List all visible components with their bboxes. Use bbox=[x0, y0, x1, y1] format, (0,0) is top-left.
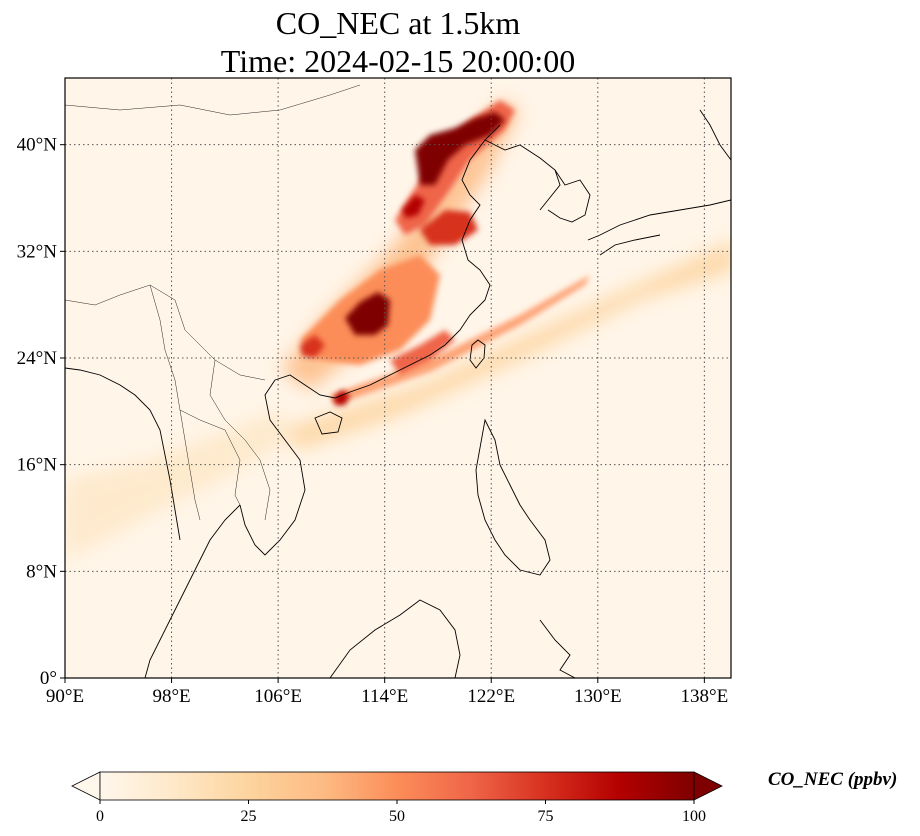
hotspot-sw bbox=[300, 335, 325, 358]
thai-border bbox=[179, 409, 241, 506]
lon-tick-label: 122°E bbox=[467, 686, 515, 707]
lon-tick-label: 98°E bbox=[152, 686, 190, 707]
bohai-coast bbox=[484, 139, 561, 211]
lon-axis: 90°E 98°E 106°E 114°E 122°E 130°E 138°E bbox=[46, 678, 728, 707]
concentration-field bbox=[65, 100, 731, 560]
south-coast-plume bbox=[390, 330, 455, 375]
china-east-coast bbox=[274, 124, 501, 399]
lat-tick-label: 0° bbox=[40, 668, 57, 689]
hotspot-north bbox=[415, 112, 505, 185]
map-frame bbox=[64, 77, 732, 679]
colorbar-tick-label: 100 bbox=[682, 808, 706, 825]
indochina-coast bbox=[144, 379, 306, 678]
borders bbox=[65, 84, 361, 521]
lat-tick-label: 8°N bbox=[26, 561, 57, 582]
lat-tick-label: 16°N bbox=[17, 455, 58, 476]
laos-vietnam-border bbox=[209, 359, 271, 521]
lat-tick-label: 24°N bbox=[17, 348, 58, 369]
gridlines bbox=[65, 78, 731, 678]
colorbar-low-extension bbox=[71, 771, 101, 801]
china-border bbox=[65, 284, 266, 381]
colorbar-tick-label: 50 bbox=[389, 808, 405, 825]
sulawesi-coast bbox=[539, 619, 576, 678]
korea-coast bbox=[547, 169, 591, 223]
colorbar: 0 25 50 75 100 bbox=[71, 771, 723, 825]
hotspot-central bbox=[345, 292, 390, 335]
mongolia-border bbox=[65, 84, 361, 116]
lat-axis: 0° 8°N 16°N 24°N 32°N 40°N bbox=[17, 135, 65, 689]
title-line-1: CO_NEC at 1.5km bbox=[275, 5, 521, 41]
borneo-coast bbox=[329, 599, 461, 678]
lon-tick-label: 138°E bbox=[681, 686, 729, 707]
philippines-coast bbox=[475, 418, 551, 576]
lon-tick-label: 106°E bbox=[254, 686, 302, 707]
hotspot-hebei bbox=[402, 195, 425, 218]
lon-tick-label: 114°E bbox=[361, 686, 408, 707]
colorbar-ticks: 0 25 50 75 100 bbox=[96, 800, 706, 825]
taiwan-coast bbox=[469, 339, 486, 369]
lon-tick-label: 130°E bbox=[574, 686, 622, 707]
lat-tick-label: 32°N bbox=[17, 241, 58, 262]
colorbar-body bbox=[99, 771, 695, 801]
colorbar-tick-label: 0 bbox=[96, 808, 104, 825]
title-line-2: Time: 2024-02-15 20:00:00 bbox=[220, 43, 576, 79]
colorbar-tick-label: 25 bbox=[241, 808, 257, 825]
colorbar-high-extension bbox=[693, 771, 723, 801]
coastlines bbox=[65, 109, 731, 678]
malay-coast bbox=[65, 367, 181, 541]
lon-tick-label: 90°E bbox=[46, 686, 84, 707]
japan-coast bbox=[587, 109, 731, 256]
map-panel bbox=[65, 78, 731, 678]
ocean-plume-band bbox=[280, 241, 731, 450]
lat-tick-label: 40°N bbox=[17, 135, 58, 156]
hainan-coast bbox=[314, 411, 343, 435]
colorbar-tick-label: 75 bbox=[538, 808, 554, 825]
colorbar-label: CO_NEC (ppbv) bbox=[768, 769, 898, 790]
map-title: CO_NEC at 1.5km Time: 2024-02-15 20:00:0… bbox=[65, 4, 731, 80]
